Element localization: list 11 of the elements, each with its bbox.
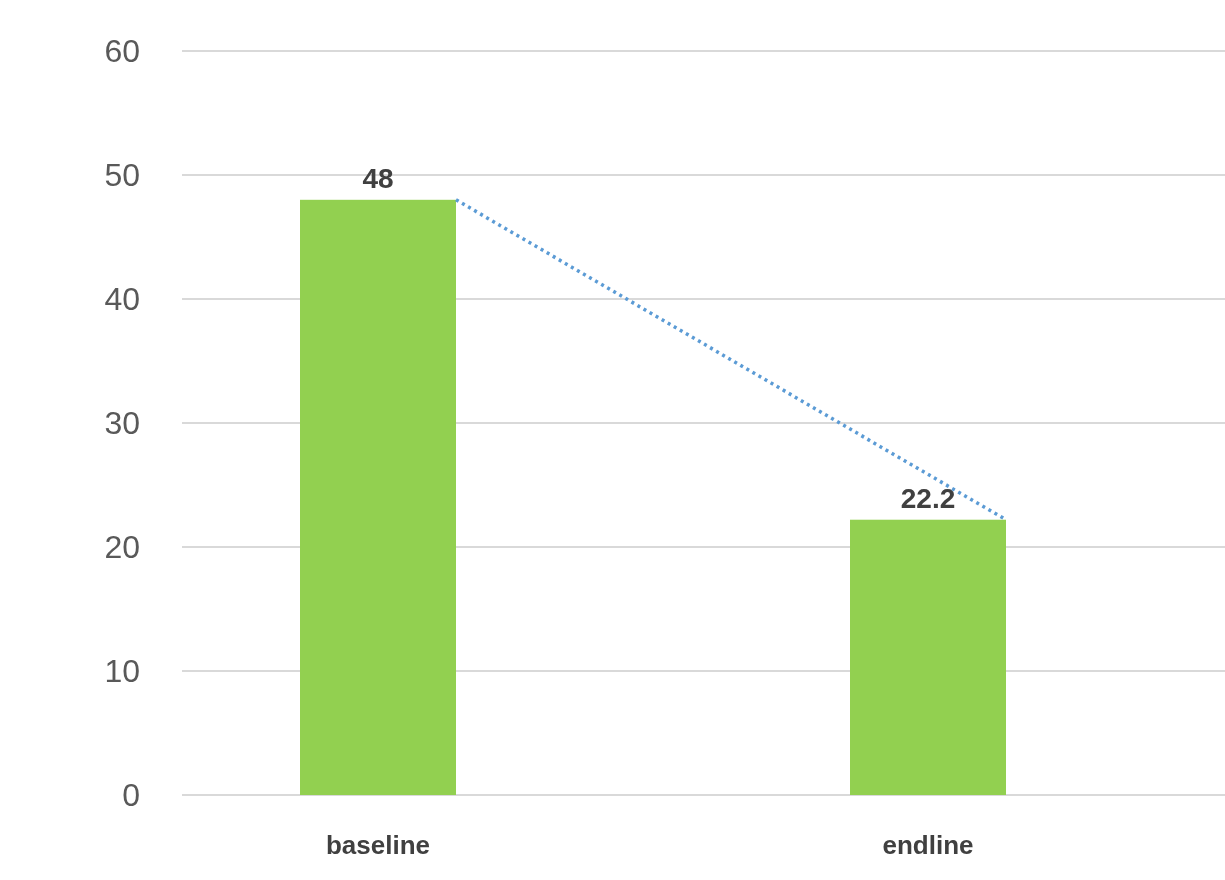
y-tick-label: 50 (104, 157, 140, 194)
y-tick-label: 30 (104, 405, 140, 442)
data-label: 22.2 (900, 482, 956, 514)
y-tick-label: 10 (104, 653, 140, 690)
data-label: 48 (362, 162, 394, 194)
y-tick-label: 60 (104, 33, 140, 70)
x-tick-label: endline (882, 830, 974, 860)
x-tick-label: baseline (325, 830, 431, 860)
y-tick-label: 40 (104, 281, 140, 318)
y-tick-label: 0 (122, 777, 140, 814)
y-tick-label: 20 (104, 529, 140, 566)
